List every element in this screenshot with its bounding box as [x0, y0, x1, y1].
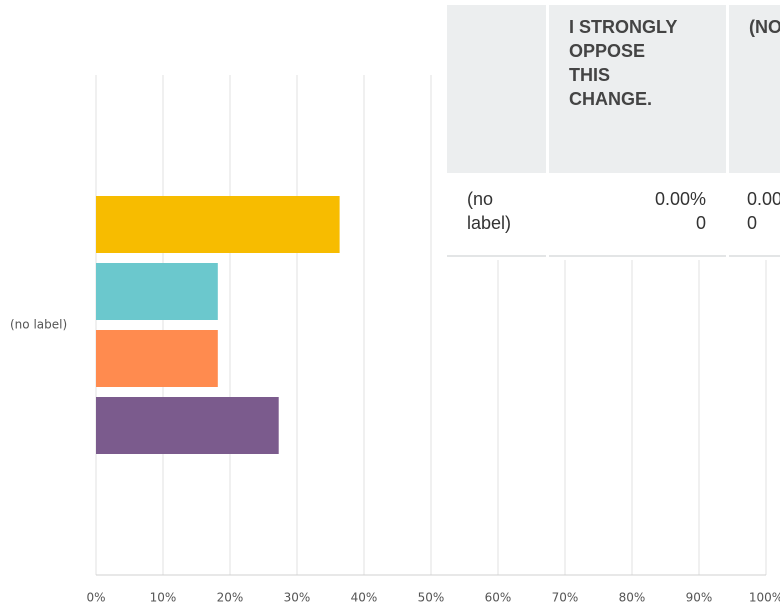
bar [96, 330, 218, 387]
row-label: (no label) [467, 189, 512, 233]
row-rule [549, 255, 726, 257]
bar [96, 196, 340, 253]
count: 0 [695, 213, 706, 233]
x-tick-label: 100% [749, 591, 780, 605]
row-rule [447, 255, 546, 257]
x-tick-label: 30% [284, 591, 311, 605]
bar [96, 397, 279, 454]
header-text: I STRONGLY OPPOSE THIS CHANGE. [569, 17, 678, 109]
row-rule [729, 255, 780, 257]
header-blank [447, 5, 546, 173]
y-tick-label: (no label) [10, 318, 67, 332]
x-tick-label: 50% [418, 591, 445, 605]
percent: 0.00% [654, 189, 706, 209]
x-tick-label: 80% [619, 591, 646, 605]
x-tick-label: 10% [150, 591, 177, 605]
x-tick-label: 90% [686, 591, 713, 605]
x-tick-label: 40% [351, 591, 378, 605]
results-table: I STRONGLY OPPOSE THIS CHANGE. (NO LABEL… [447, 5, 780, 260]
header-cell: I STRONGLY OPPOSE THIS CHANGE. [549, 5, 726, 173]
x-tick-label: 60% [485, 591, 512, 605]
x-tick-label: 70% [552, 591, 579, 605]
percent: 0.00% [747, 189, 780, 209]
bar [96, 263, 218, 320]
x-tick-label: 0% [86, 591, 105, 605]
header-cell: (NO LABEL) [729, 5, 780, 173]
x-tick-label: 20% [217, 591, 244, 605]
count: 0 [747, 213, 758, 233]
header-text: (NO LABEL) [749, 17, 780, 37]
cell-value: 0.00% 0 [549, 187, 706, 235]
cell-value: 0.00% 0 [747, 187, 780, 235]
